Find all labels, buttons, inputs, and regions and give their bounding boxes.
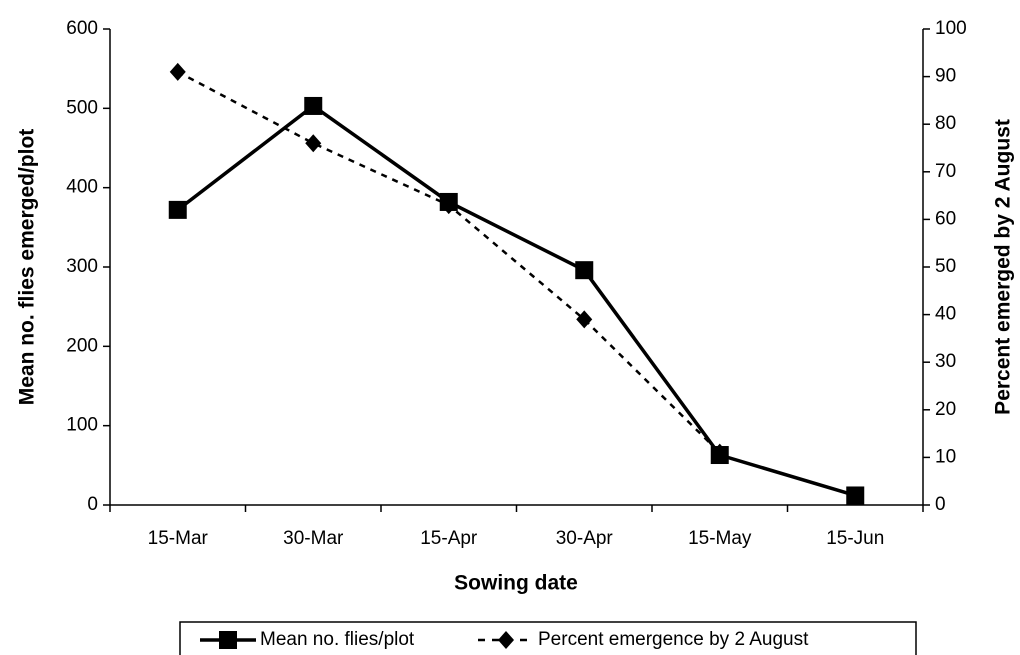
x-axis-title: Sowing date: [454, 572, 578, 595]
data-point: [168, 200, 187, 219]
x-tick-label: 30-Apr: [556, 528, 614, 549]
y2-tick-label: 60: [935, 208, 956, 229]
y2-tick-label: 20: [935, 399, 956, 420]
y-tick-label: 300: [66, 256, 98, 277]
y2-tick-label: 30: [935, 351, 956, 372]
x-tick-label: 15-Mar: [148, 528, 209, 549]
y2-tick-label: 90: [935, 66, 956, 87]
x-tick-label: 15-Jun: [826, 528, 884, 549]
y-tick-label: 100: [66, 415, 98, 436]
data-point: [711, 443, 728, 462]
data-point: [305, 134, 322, 153]
legend-marker: [498, 631, 514, 649]
data-point: [440, 196, 457, 215]
legend-label: Mean no. flies/plot: [260, 629, 415, 650]
y-tick-label: 400: [66, 177, 98, 198]
legend-box: [179, 621, 917, 655]
y2-tick-label: 0: [935, 494, 946, 515]
y2-tick-label: 100: [935, 18, 967, 39]
data-point: [169, 62, 186, 81]
y2-tick-label: 40: [935, 304, 956, 325]
y-tick-label: 500: [66, 97, 98, 118]
y-tick-label: 0: [87, 494, 98, 515]
y-tick-label: 200: [66, 335, 98, 356]
x-tick-label: 15-Apr: [420, 528, 478, 549]
y-tick-label: 600: [66, 18, 98, 39]
y2-tick-label: 10: [935, 446, 956, 467]
data-point: [576, 310, 593, 329]
y2-axis-title: Percent emerged by 2 August: [992, 119, 1015, 415]
y-axis-title: Mean no. flies emerged/plot: [16, 129, 39, 406]
y2-tick-label: 80: [935, 113, 956, 134]
legend-label: Percent emergence by 2 August: [538, 629, 809, 650]
data-point: [846, 486, 865, 505]
x-tick-label: 15-May: [688, 528, 752, 549]
legend-marker: [219, 631, 237, 649]
data-point: [304, 96, 323, 115]
x-tick-label: 30-Mar: [283, 528, 344, 549]
y2-tick-label: 50: [935, 256, 956, 277]
y2-tick-label: 70: [935, 161, 956, 182]
series-line: [176, 103, 856, 498]
data-point: [575, 261, 594, 280]
